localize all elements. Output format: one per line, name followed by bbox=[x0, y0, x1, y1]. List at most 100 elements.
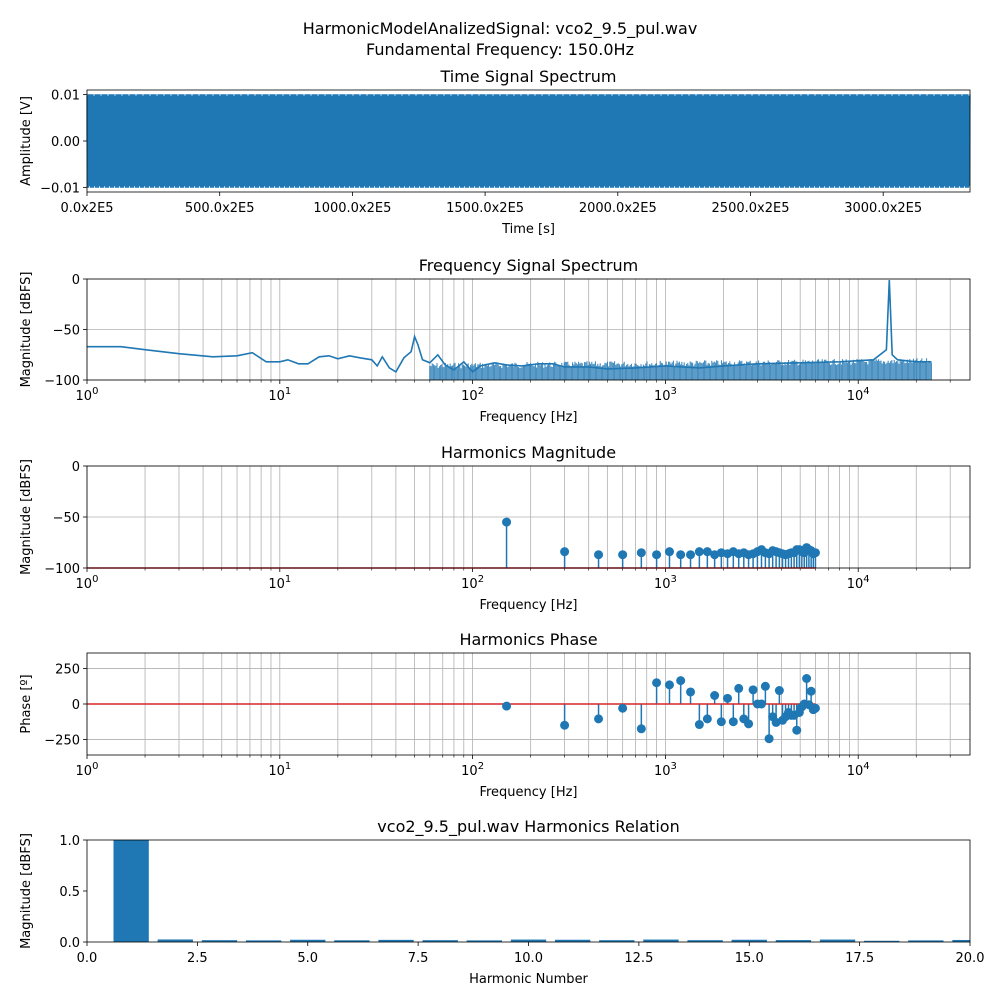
y-tick-label-1: −50 bbox=[53, 324, 80, 339]
x-tick-label-4: 5.0 bbox=[297, 951, 318, 966]
stem-marker bbox=[618, 703, 628, 713]
stem-marker bbox=[694, 720, 704, 730]
stem-marker bbox=[686, 687, 696, 697]
frequency-spectrum-panel: Frequency Signal Spectrum Frequency [Hz] M… bbox=[19, 256, 971, 425]
harmonics-magnitude-panel: Harmonics Magnitude Frequency [Hz] Magnitu… bbox=[19, 443, 971, 613]
stem-marker bbox=[756, 699, 766, 709]
y-axis-label-4: Magnitude [dBFS] bbox=[19, 833, 34, 949]
bar-harmonic-2 bbox=[157, 939, 193, 942]
stem-marker bbox=[694, 547, 704, 557]
bar-harmonic-11 bbox=[554, 939, 591, 942]
bar-harmonic-20 bbox=[952, 939, 970, 942]
x-tick-label-0: 2500.0x2E5 bbox=[712, 201, 790, 216]
y-tick-label-3: 0 bbox=[72, 698, 80, 713]
bar-harmonic-13 bbox=[643, 939, 679, 942]
panel-title-2: Harmonics Magnitude bbox=[441, 443, 616, 462]
stem-marker bbox=[748, 685, 758, 695]
stem-marker bbox=[594, 714, 604, 724]
bar-harmonic-9 bbox=[466, 940, 503, 942]
y-tick-label-2: 0 bbox=[72, 460, 80, 475]
stem-marker bbox=[560, 547, 570, 557]
stem-marker bbox=[618, 550, 628, 560]
y-tick-label-1: 0 bbox=[72, 273, 80, 288]
spectrum-plot-area bbox=[87, 279, 932, 380]
stem-marker bbox=[676, 676, 686, 686]
y-tick-label-4: 0.0 bbox=[59, 936, 80, 951]
stem-marker bbox=[744, 719, 754, 729]
y-tick-label-0: 0.01 bbox=[51, 89, 80, 104]
x-tick-label-4: 12.5 bbox=[624, 951, 653, 966]
y-tick-label-2: −100 bbox=[44, 562, 80, 577]
axes-frame bbox=[86, 89, 971, 193]
x-axis-label-3: Frequency [Hz] bbox=[479, 785, 577, 800]
x-tick-label-0: 1000.0x2E5 bbox=[313, 201, 391, 216]
x-tick-label-0: 500.0x2E5 bbox=[185, 201, 255, 216]
x-axis-label-2: Frequency [Hz] bbox=[479, 598, 577, 613]
y-tick-label-4: 0.5 bbox=[59, 885, 80, 900]
bars-area bbox=[113, 840, 970, 942]
stem-marker bbox=[764, 734, 774, 744]
stem-marker bbox=[664, 547, 674, 557]
stem-marker bbox=[652, 678, 662, 688]
x-tick-label-0: 1500.0x2E5 bbox=[446, 201, 524, 216]
stem-marker bbox=[723, 693, 733, 703]
bar-harmonic-4 bbox=[245, 940, 282, 942]
x-tick-label-4: 2.5 bbox=[187, 951, 208, 966]
x-axis-label-1: Frequency [Hz] bbox=[479, 410, 577, 425]
suptitle-line-1: HarmonicModelAnalizedSignal: vco2_9.5_pu… bbox=[303, 19, 698, 39]
y-tick-label-3: 250 bbox=[55, 663, 80, 678]
y-axis-label-3: Phase [º] bbox=[19, 674, 34, 733]
harmonics-phase-panel: Harmonics Phase Frequency [Hz] Phase [º] 10… bbox=[19, 630, 971, 800]
axes-frame bbox=[86, 652, 971, 756]
stem-marker bbox=[802, 674, 812, 683]
bar-harmonic-8 bbox=[422, 940, 458, 942]
bar-harmonic-1 bbox=[113, 840, 149, 942]
stem-marker bbox=[702, 547, 712, 557]
bar-harmonic-10 bbox=[510, 939, 547, 942]
x-axis-label-4: Harmonic Number bbox=[469, 972, 588, 987]
stem-marker bbox=[716, 717, 726, 727]
y-axis-label-2: Magnitude [dBFS] bbox=[19, 459, 34, 575]
bar-harmonic-7 bbox=[378, 939, 414, 942]
x-tick-label-2: 104 bbox=[847, 574, 870, 592]
stem-marker bbox=[728, 717, 738, 727]
bar-harmonic-18 bbox=[864, 940, 900, 942]
stem-marker bbox=[594, 550, 604, 560]
x-tick-label-0: 2000.0x2E5 bbox=[579, 201, 657, 216]
stem-marker bbox=[636, 724, 646, 734]
bar-harmonic-15 bbox=[731, 939, 767, 942]
stem-marker bbox=[806, 686, 816, 696]
bar-harmonic-12 bbox=[599, 940, 635, 942]
y-tick-label-4: 1.0 bbox=[59, 834, 80, 849]
panel-title-4: vco2_9.5_pul.wav Harmonics Relation bbox=[377, 817, 679, 837]
spectrum-noise-floor bbox=[429, 358, 932, 380]
stem-marker bbox=[734, 683, 744, 693]
time-signal-panel: Time Signal Spectrum Time [s] Amplitude [V… bbox=[19, 67, 971, 237]
x-tick-label-3: 102 bbox=[461, 761, 484, 779]
stem-marker bbox=[710, 691, 720, 700]
stem-marker bbox=[774, 686, 784, 696]
y-axis-label-1: Magnitude [dBFS] bbox=[19, 272, 34, 388]
panel-title-0: Time Signal Spectrum bbox=[439, 67, 616, 86]
panel-title-3: Harmonics Phase bbox=[459, 630, 597, 649]
y-tick-label-1: −100 bbox=[44, 374, 80, 389]
x-tick-label-4: 7.5 bbox=[408, 951, 429, 966]
x-tick-label-1: 103 bbox=[654, 386, 677, 404]
y-tick-label-3: −250 bbox=[44, 733, 80, 748]
x-tick-label-4: 17.5 bbox=[845, 951, 874, 966]
bar-harmonic-3 bbox=[201, 940, 238, 942]
x-tick-label-1: 101 bbox=[268, 386, 291, 404]
stem-marker bbox=[502, 517, 512, 527]
stem-marker bbox=[502, 701, 512, 711]
x-tick-label-4: 15.0 bbox=[735, 951, 764, 966]
x-axis-label-0: Time [s] bbox=[501, 222, 555, 237]
x-tick-label-3: 103 bbox=[654, 761, 677, 779]
panel-title-1: Frequency Signal Spectrum bbox=[419, 256, 639, 275]
axes-frame bbox=[86, 839, 971, 943]
x-tick-label-3: 101 bbox=[268, 761, 291, 779]
bar-harmonic-17 bbox=[819, 939, 856, 942]
stem-marker bbox=[702, 714, 712, 724]
x-tick-label-3: 100 bbox=[76, 761, 99, 779]
x-tick-label-0: 3000.0x2E5 bbox=[844, 201, 922, 216]
